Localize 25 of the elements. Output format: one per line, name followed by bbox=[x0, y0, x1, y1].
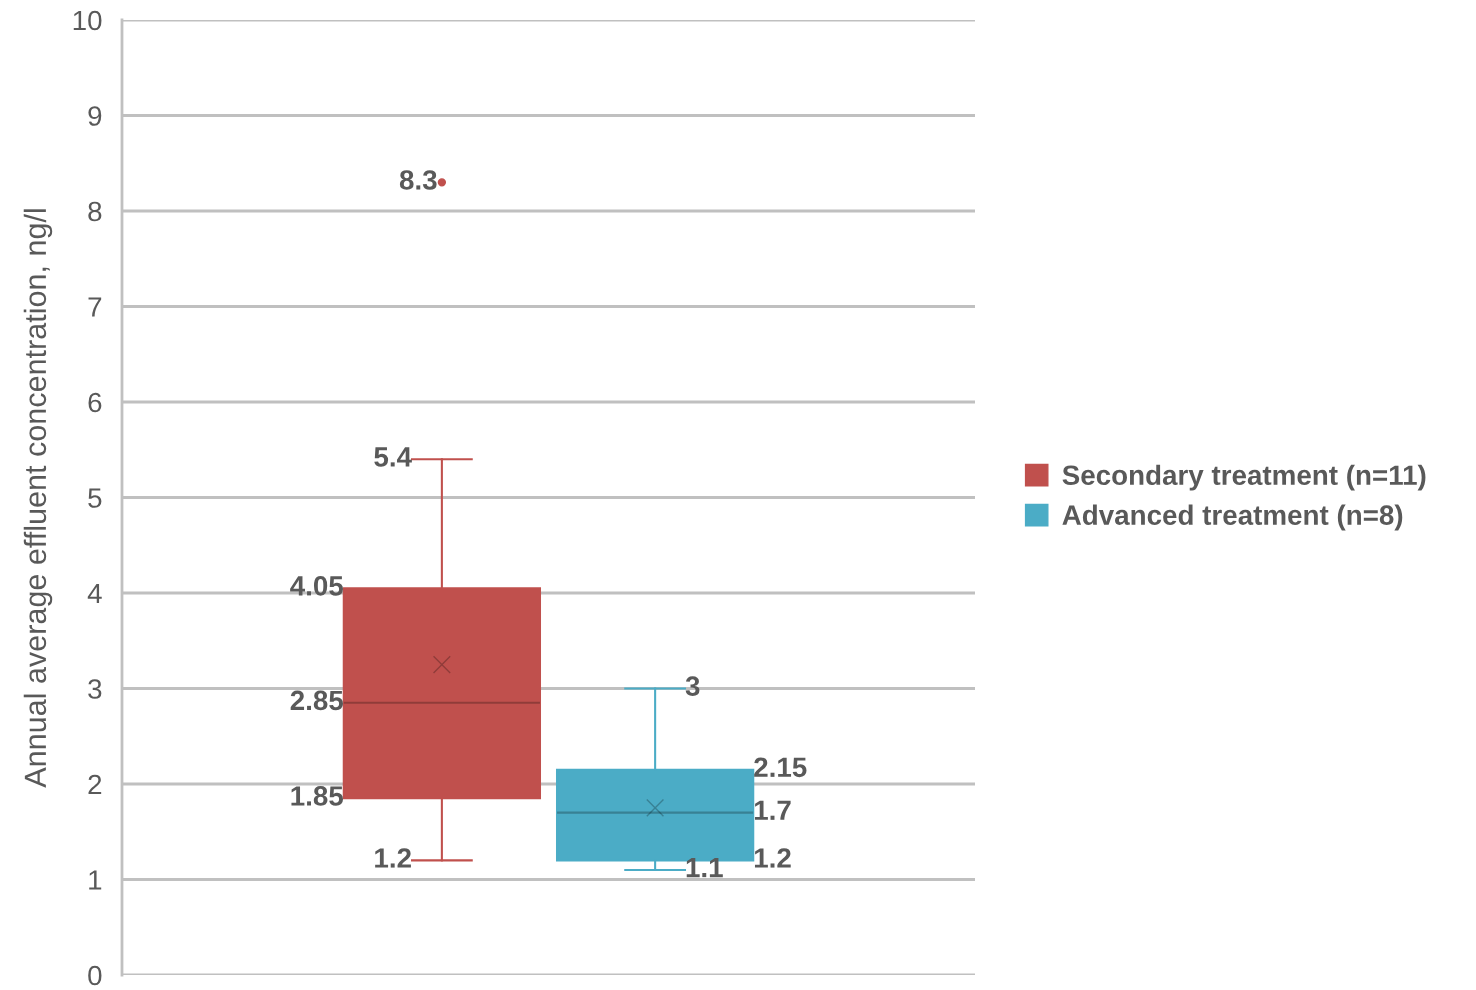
annotation: 2.85 bbox=[290, 690, 344, 711]
y-tick-label: 2 bbox=[88, 774, 102, 795]
y-tick-label: 9 bbox=[88, 106, 102, 126]
legend-label: Advanced treatment (n=8) bbox=[1062, 504, 1403, 531]
annotation: 1.2 bbox=[375, 848, 411, 868]
y-tick-label: 8 bbox=[88, 201, 102, 222]
y-tick-label: 7 bbox=[88, 297, 102, 317]
annotation: 3 bbox=[685, 676, 700, 696]
annotation: 8.3 bbox=[399, 170, 437, 190]
annotation: 2.15 bbox=[754, 757, 807, 778]
annotation: 1.85 bbox=[291, 786, 344, 806]
annotation: 5.4 bbox=[374, 447, 412, 467]
y-axis-title: Annual average effluent concentration, ng/l bbox=[23, 209, 53, 788]
y-tick-label: 6 bbox=[88, 392, 102, 413]
y-tick-label: 0 bbox=[88, 965, 102, 986]
y-tick-label: 5 bbox=[88, 488, 102, 508]
annotation: 1.1 bbox=[686, 858, 723, 878]
y-tick-label: 10 bbox=[73, 10, 102, 31]
y-tick-label: 4 bbox=[87, 583, 102, 604]
annotation: 4.05 bbox=[290, 576, 344, 596]
annotation: 1.7 bbox=[754, 800, 791, 820]
y-tick-label: 3 bbox=[88, 679, 102, 699]
y-tick-label: 1 bbox=[89, 870, 102, 890]
legend-label: Secondary treatment (n=11) bbox=[1062, 464, 1426, 491]
annotation: 1.2 bbox=[754, 848, 791, 868]
